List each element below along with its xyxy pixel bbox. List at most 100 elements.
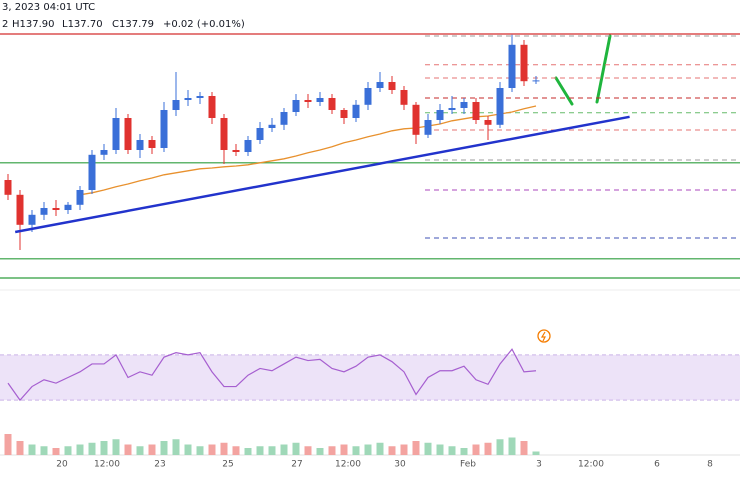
close-text: C137.79: [112, 19, 154, 30]
candle-body: [316, 98, 324, 102]
volume-bar: [448, 446, 456, 455]
candle-body: [532, 80, 540, 82]
rsi-band: [0, 354, 740, 401]
volume-bar: [28, 444, 36, 455]
volume-bar: [16, 441, 24, 455]
volume-bar: [328, 446, 336, 455]
candle-body: [52, 208, 60, 210]
candle-body: [412, 104, 420, 135]
candle-body: [268, 124, 276, 128]
x-tick-label: 23: [154, 460, 165, 470]
volume-bar: [472, 444, 480, 455]
volume-bar: [520, 441, 528, 455]
volume-bar: [316, 448, 324, 455]
candle-body: [196, 96, 204, 98]
candle-body: [328, 98, 336, 110]
volume-bar: [496, 439, 504, 455]
volume-bar: [76, 444, 84, 455]
volume-bar: [52, 448, 60, 455]
candle-body: [100, 150, 108, 155]
candle-body: [376, 82, 384, 88]
candle-body: [352, 104, 360, 118]
x-tick-label: 12:00: [578, 460, 604, 470]
volume-bar: [40, 446, 48, 455]
candle-body: [388, 82, 396, 90]
open-fragment: 2: [2, 19, 8, 30]
volume-bar: [184, 444, 192, 455]
candle-body: [304, 100, 312, 102]
candle-body: [136, 140, 144, 150]
candle-body: [364, 88, 372, 105]
candle-body: [496, 88, 504, 125]
volume-bar: [220, 442, 228, 455]
candle-body: [28, 214, 36, 225]
candle-body: [208, 96, 216, 118]
volume-bar: [256, 446, 264, 455]
high-text: H137.90: [12, 19, 55, 30]
candle-body: [184, 98, 192, 100]
volume-bar: [148, 444, 156, 455]
candle-body: [112, 118, 120, 150]
volume-bar: [280, 444, 288, 455]
low-text: L137.70: [62, 19, 103, 30]
candle-body: [340, 110, 348, 118]
candle-body: [64, 204, 72, 210]
date-text: 3, 2023 04:01 UTC: [2, 2, 95, 13]
volume-bar: [400, 444, 408, 455]
volume-bar: [232, 446, 240, 455]
candle-body: [460, 102, 468, 108]
candle-body: [220, 118, 228, 150]
trendline: [14, 115, 630, 234]
volume-bar: [424, 442, 432, 455]
x-tick-label: 20: [56, 460, 68, 470]
candle-body: [40, 208, 48, 215]
volume-bar: [196, 446, 204, 455]
volume-bar: [64, 446, 72, 455]
candle-body: [172, 100, 180, 110]
projection-arrow: [554, 34, 612, 106]
volume-bar: [160, 441, 168, 455]
volume-bar: [208, 444, 216, 455]
moving-average: [79, 105, 537, 196]
x-tick-label: 27: [291, 460, 302, 470]
volume-bar: [412, 441, 420, 455]
volume-bar: [268, 446, 276, 455]
candle-body: [520, 44, 528, 82]
volume-bar: [364, 444, 372, 455]
x-tick-label: 6: [654, 460, 660, 470]
candle-body: [424, 120, 432, 135]
rsi-line: [7, 348, 537, 402]
x-tick-label: 12:00: [335, 460, 361, 470]
candle-body: [76, 190, 84, 205]
volume-bar: [304, 446, 312, 455]
candle-body: [148, 140, 156, 148]
volume-bar: [352, 446, 360, 455]
volume-bar: [136, 446, 144, 455]
x-tick-label: 25: [222, 460, 233, 470]
candle-body: [400, 90, 408, 105]
candle-body: [4, 180, 12, 195]
candle-body: [280, 112, 288, 125]
alert-icon: [537, 329, 551, 343]
volume-bar: [112, 439, 120, 455]
alert-bolt: [540, 331, 546, 342]
candle-body: [484, 120, 492, 125]
volume-bar: [484, 442, 492, 455]
change-text: +0.02 (+0.01%): [163, 19, 245, 30]
volume-bar: [340, 444, 348, 455]
x-tick-label: 3: [536, 460, 542, 470]
volume-bar: [292, 442, 300, 455]
volume-bar: [88, 442, 96, 455]
x-tick-label: Feb: [460, 460, 476, 470]
volume-bar: [508, 437, 516, 455]
x-tick-label: 30: [394, 460, 406, 470]
candle-body: [160, 110, 168, 148]
volume-bar: [100, 441, 108, 455]
candle-body: [472, 102, 480, 120]
volume-bar: [172, 439, 180, 455]
candle-body: [448, 108, 456, 110]
candle-body: [16, 194, 24, 225]
volume-bar: [460, 448, 468, 455]
